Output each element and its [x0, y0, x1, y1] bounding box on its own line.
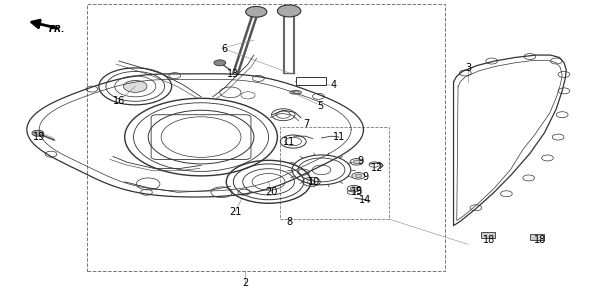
Text: 11: 11: [283, 137, 295, 147]
Circle shape: [355, 174, 362, 178]
Circle shape: [353, 160, 360, 164]
Text: 16: 16: [113, 96, 125, 106]
Text: 5: 5: [317, 101, 323, 111]
Text: 12: 12: [371, 163, 384, 173]
Text: 2: 2: [242, 278, 248, 288]
Text: 20: 20: [266, 187, 278, 197]
Text: 3: 3: [465, 64, 471, 73]
Text: 14: 14: [359, 195, 372, 205]
FancyBboxPatch shape: [530, 234, 544, 240]
Bar: [87, 5, 445, 271]
Circle shape: [32, 130, 44, 136]
Text: 21: 21: [229, 206, 241, 217]
Text: 9: 9: [362, 172, 369, 182]
Text: 10: 10: [308, 177, 320, 187]
Circle shape: [123, 80, 147, 92]
Text: 7: 7: [304, 119, 310, 129]
Text: 18: 18: [483, 235, 495, 245]
Text: 15: 15: [351, 187, 363, 197]
FancyBboxPatch shape: [481, 231, 494, 237]
Text: 13: 13: [227, 70, 240, 79]
Text: 9: 9: [358, 156, 364, 166]
Text: 6: 6: [221, 44, 228, 54]
Text: 8: 8: [286, 217, 292, 227]
Text: 4: 4: [330, 80, 336, 90]
Text: 18: 18: [535, 235, 546, 245]
Bar: [280, 127, 389, 219]
Text: 11: 11: [333, 132, 345, 142]
Text: 9: 9: [355, 186, 362, 196]
Circle shape: [245, 6, 267, 17]
Circle shape: [277, 5, 301, 17]
Text: 19: 19: [34, 132, 45, 142]
Circle shape: [214, 60, 226, 66]
Text: FR.: FR.: [49, 25, 65, 34]
FancyBboxPatch shape: [296, 77, 326, 85]
Circle shape: [350, 187, 358, 191]
